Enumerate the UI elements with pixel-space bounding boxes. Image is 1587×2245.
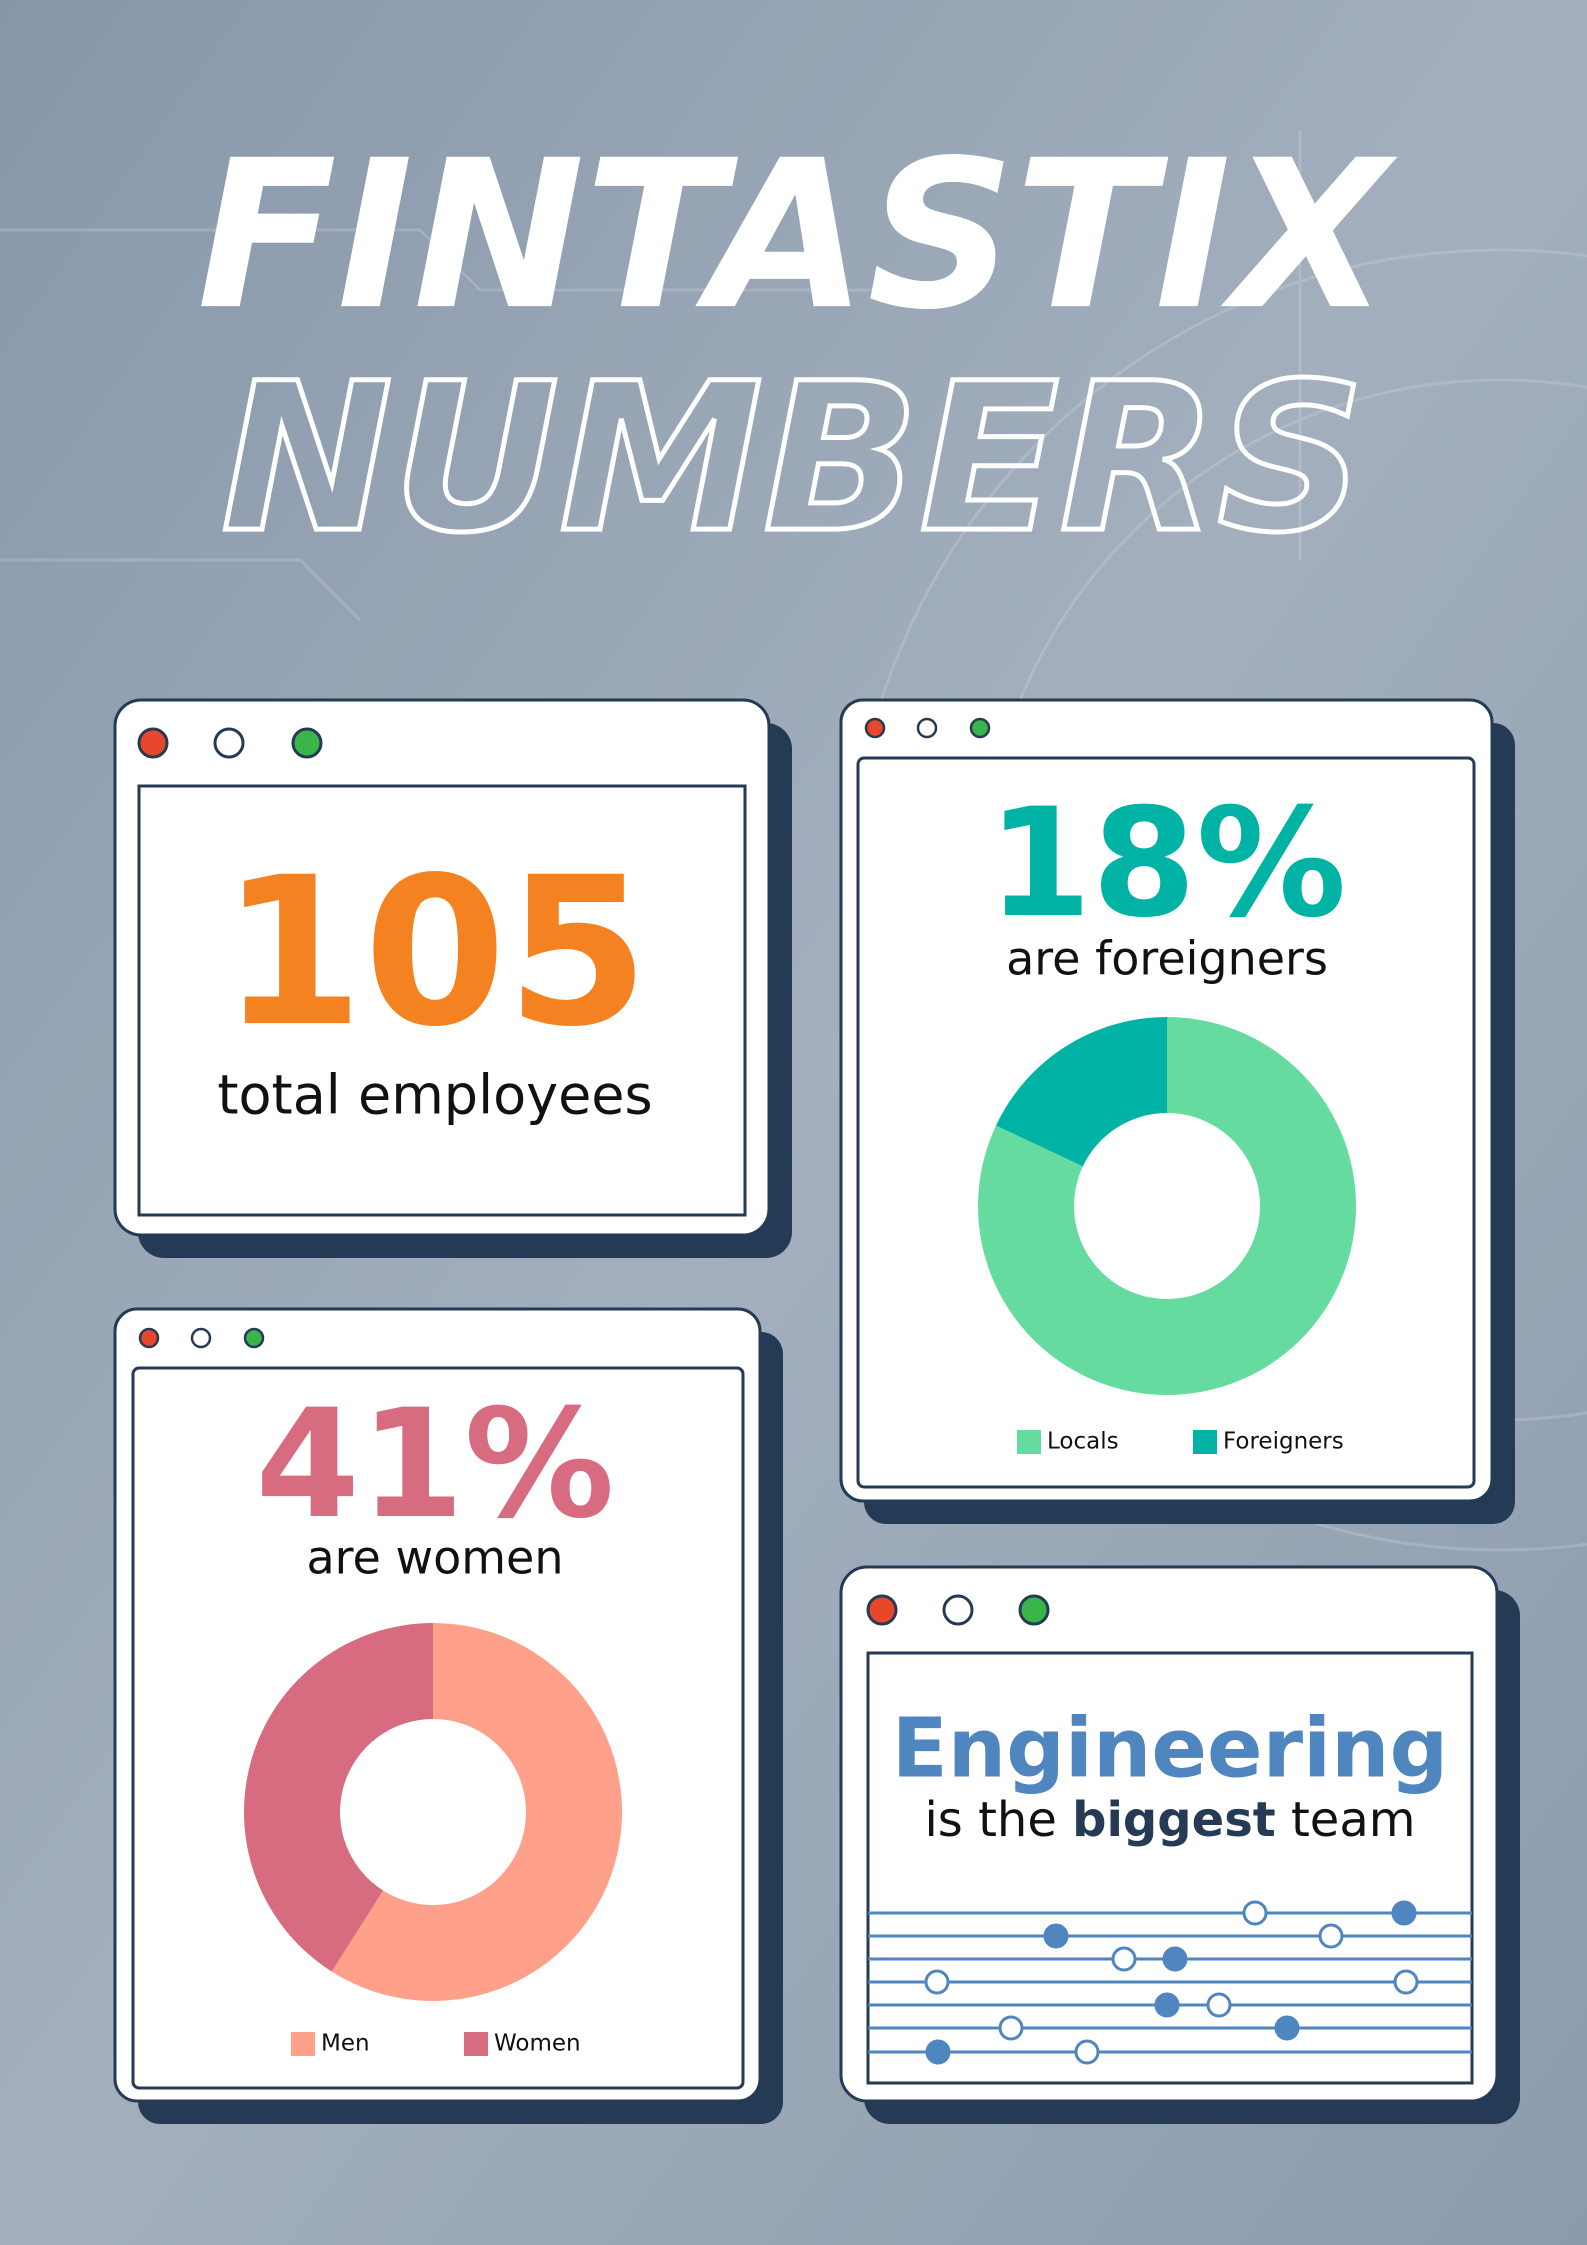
legend-label: Women [494, 2031, 581, 2057]
dot [213, 727, 245, 759]
caption-start: is the [924, 1792, 1056, 1848]
caption-end: team [1291, 1792, 1416, 1848]
legend-swatch [1193, 1430, 1217, 1454]
headline: 41% [255, 1378, 614, 1552]
dot [864, 717, 886, 739]
card-body [137, 784, 747, 1217]
title-line1: FINTASTIX [197, 117, 1398, 355]
headline: 105 [221, 834, 649, 1072]
donut-slice [331, 1623, 622, 2001]
title-line2: NUMBERS [221, 340, 1365, 578]
donut-slice [243, 1623, 433, 1972]
dot [138, 1327, 160, 1349]
dot [916, 717, 938, 739]
dot [190, 1327, 212, 1349]
dot [942, 1594, 974, 1626]
team-caption: is the biggest team [924, 1792, 1415, 1848]
donut-slice [995, 1017, 1167, 1167]
team-name: Engineering [892, 1701, 1448, 1796]
dot [291, 727, 323, 759]
legend-swatch [464, 2032, 488, 2056]
legend-label: Men [321, 2031, 370, 2057]
dot [866, 1594, 898, 1626]
legend-label: Locals [1047, 1429, 1119, 1455]
circuit-decor [868, 1900, 1472, 2065]
caption: are foreigners [1006, 932, 1328, 986]
donut-slice [978, 1017, 1357, 1395]
legend-swatch [291, 2032, 315, 2056]
headline: 18% [987, 777, 1346, 951]
caption: total employees [217, 1064, 652, 1127]
dot [137, 727, 169, 759]
dot [969, 717, 991, 739]
dot [243, 1327, 265, 1349]
caption-bold: biggest [1072, 1792, 1276, 1848]
caption: are women [306, 1531, 563, 1585]
dot [1018, 1594, 1050, 1626]
legend-label: Foreigners [1223, 1429, 1344, 1455]
legend-swatch [1017, 1430, 1041, 1454]
